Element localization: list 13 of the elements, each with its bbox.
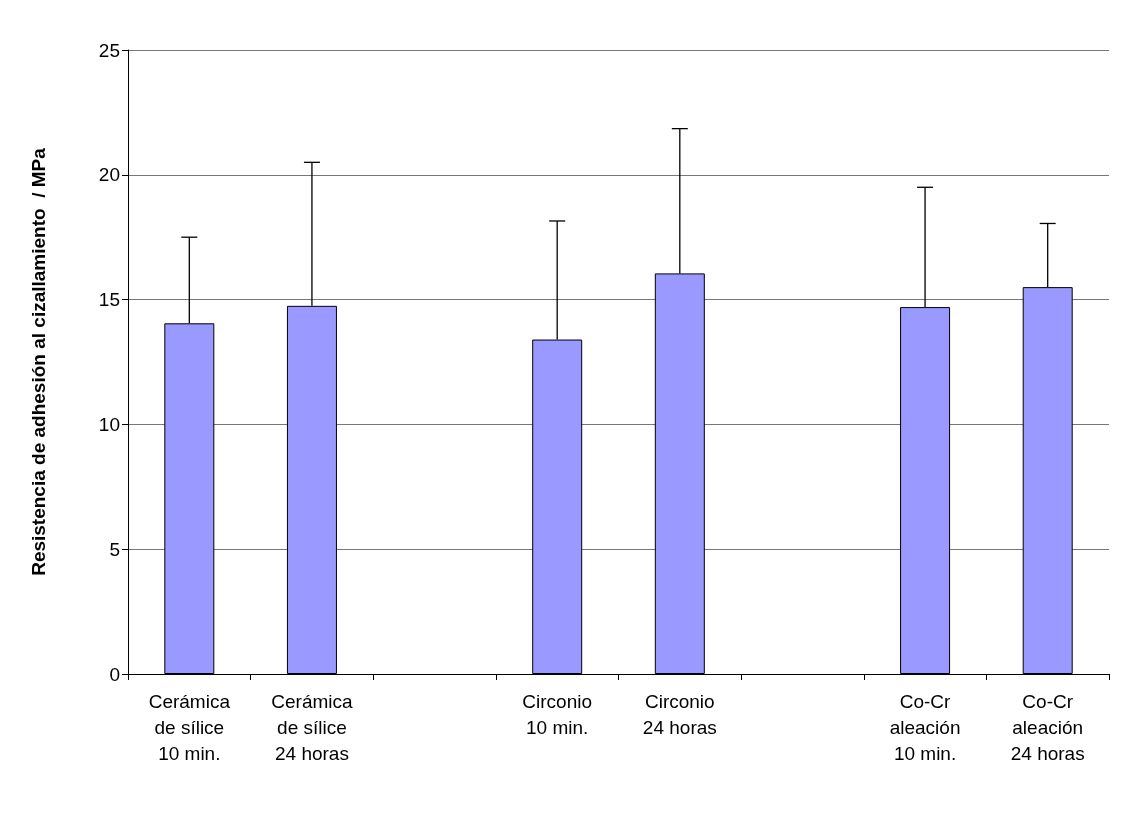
x-tick-label: Co-Cr aleación 24 horas [1010,690,1085,764]
x-tick-label: Circonio 24 horas [642,690,717,738]
x-tick-label: Cerámica de sílice 24 horas [271,690,354,764]
y-tick-label: 10 [98,413,120,435]
x-tick-label: Co-Cr aleación 10 min. [889,690,961,764]
y-tick-label: 25 [98,39,120,61]
y-tick-label: 20 [98,164,120,186]
x-tick-label: Cerámica de sílice 10 min. [148,690,231,764]
y-tick-label: 15 [98,289,120,311]
y-tick-label: 5 [109,538,120,560]
y-axis-title: Resistencia de adhesión al cizallamiento / MPa [28,147,49,576]
x-tick-label: Circonio 10 min. [522,690,593,738]
y-tick-label: 0 [109,663,120,685]
